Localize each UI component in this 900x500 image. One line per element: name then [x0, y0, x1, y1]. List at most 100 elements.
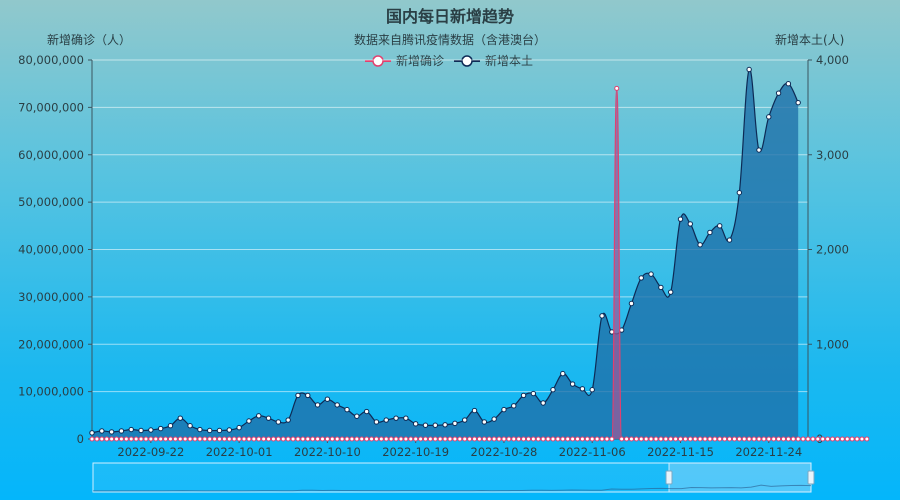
series-confirmed-point	[810, 436, 816, 442]
series-confirmed-point	[570, 436, 576, 442]
series-confirmed-point	[575, 436, 581, 442]
x-tick-label: 2022-11-06	[559, 445, 626, 459]
series-confirmed-point	[761, 436, 767, 442]
series-confirmed-point	[589, 436, 595, 442]
series-local-point	[354, 413, 360, 419]
series-confirmed-point	[285, 436, 291, 442]
series-confirmed-point	[722, 436, 728, 442]
series-confirmed-point	[128, 436, 134, 442]
series-confirmed-point	[241, 436, 247, 442]
series-local-point	[324, 396, 331, 402]
series-confirmed-point	[682, 436, 688, 442]
series-confirmed-point	[511, 436, 517, 442]
series-local-point	[344, 406, 350, 413]
series-confirmed[interactable]	[89, 85, 870, 442]
series-local-point	[314, 402, 321, 408]
series-confirmed-point	[231, 436, 237, 442]
series-local-point	[403, 415, 409, 421]
series-local-point	[481, 419, 488, 425]
series-local-point	[157, 425, 164, 432]
series-confirmed-point	[633, 436, 639, 442]
series-confirmed-point	[300, 436, 306, 442]
series-confirmed-point	[776, 436, 782, 442]
chart-title: 国内每日新增趋势	[385, 7, 514, 26]
series-confirmed-point	[525, 436, 531, 442]
series-confirmed-point	[437, 436, 443, 442]
series-local-point	[216, 427, 223, 434]
zoom-handle-left[interactable]	[665, 470, 673, 485]
series-local-point	[697, 242, 703, 248]
series-confirmed-point	[138, 436, 144, 442]
series-confirmed-point	[133, 436, 139, 442]
series-confirmed-point	[158, 436, 164, 442]
series-confirmed-point	[731, 436, 737, 442]
y-left-tick-label: 40,000,000	[18, 243, 84, 257]
series-confirmed-point	[712, 436, 718, 442]
series-local-point	[452, 420, 458, 427]
series-local-point	[511, 403, 517, 409]
series-confirmed-point	[148, 436, 154, 442]
series-confirmed-point	[364, 436, 370, 442]
y-left-tick-label: 70,000,000	[18, 100, 84, 114]
series-confirmed-point	[844, 436, 850, 442]
series-confirmed-point	[104, 436, 110, 442]
series-confirmed-point	[746, 436, 752, 442]
series-confirmed-point	[677, 436, 683, 442]
y-left-tick-label: 80,000,000	[18, 53, 84, 67]
series-confirmed-point	[702, 436, 708, 442]
series-confirmed-point	[393, 436, 399, 442]
series-local-point	[295, 392, 301, 399]
series-local[interactable]	[89, 66, 801, 439]
series-confirmed-point	[221, 436, 227, 442]
series-local-point	[736, 189, 743, 196]
series-local-point	[246, 418, 252, 424]
series-confirmed-point	[854, 436, 860, 442]
series-confirmed-point	[599, 436, 605, 442]
series-confirmed-point	[521, 436, 527, 442]
series-confirmed-point	[771, 436, 777, 442]
series-confirmed-point	[422, 436, 428, 442]
series-confirmed-point	[565, 436, 571, 442]
series-confirmed-point	[163, 436, 169, 442]
series-confirmed-point	[329, 436, 335, 442]
series-confirmed-point	[643, 436, 649, 442]
series-local-point	[560, 370, 566, 377]
series-confirmed-point	[834, 436, 840, 442]
series-local-point	[726, 237, 733, 243]
series-confirmed-point	[339, 436, 345, 442]
series-confirmed-point	[143, 436, 149, 442]
series-confirmed-point	[172, 436, 178, 442]
series-confirmed-point	[530, 436, 536, 442]
series-confirmed-point	[859, 436, 865, 442]
series-confirmed-point	[506, 436, 512, 442]
y-axis-left: 80,000,000 70,000,000 60,000,000 50,000,000…	[18, 53, 93, 446]
data-zoom-slider[interactable]	[92, 462, 815, 493]
series-confirmed-point	[280, 436, 286, 442]
zoom-handle-right[interactable]	[807, 470, 815, 485]
y-right-tick-label: 3,000	[816, 148, 849, 162]
series-confirmed-point	[324, 436, 330, 442]
series-confirmed-point	[187, 436, 193, 442]
series-confirmed-point	[182, 436, 188, 442]
series-confirmed-point	[344, 436, 350, 442]
series-local-point	[363, 408, 370, 415]
series-local-point	[442, 422, 448, 428]
series-confirmed-point	[383, 436, 389, 442]
series-confirmed-point	[246, 436, 252, 442]
series-local-point	[432, 422, 438, 428]
series-local-point	[334, 402, 340, 408]
series-confirmed-point	[236, 436, 242, 442]
series-confirmed-point	[202, 436, 208, 442]
series-local-point	[167, 423, 174, 429]
series-local-point	[775, 90, 782, 96]
series-local-point	[717, 223, 723, 229]
right-axis-label: 新增本土(人)	[775, 33, 845, 47]
series-confirmed-point	[197, 436, 203, 442]
series-confirmed-point	[584, 436, 590, 442]
series-confirmed-point	[614, 85, 620, 91]
series-local-point	[393, 415, 399, 421]
series-confirmed-point	[270, 436, 276, 442]
series-local-point	[128, 426, 134, 433]
series-confirmed-point	[432, 436, 438, 442]
